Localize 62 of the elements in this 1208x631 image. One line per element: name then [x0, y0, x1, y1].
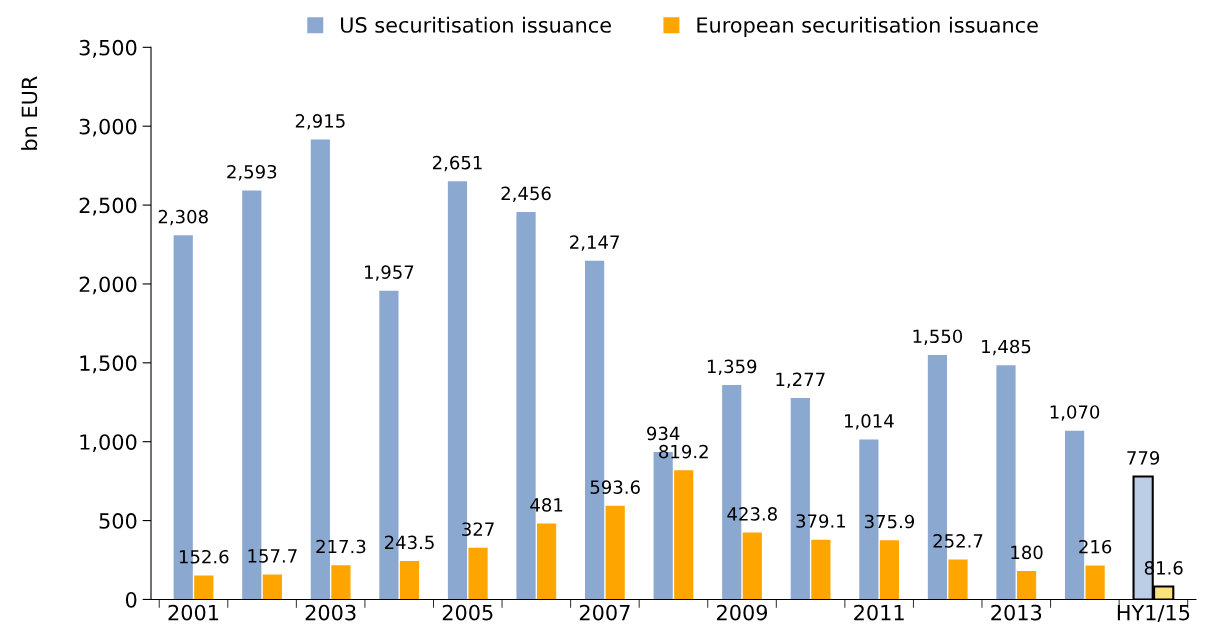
- data-label: 819.2: [659, 444, 708, 459]
- y-axis-title: bn EUR: [21, 76, 38, 150]
- data-label: 1,277: [776, 372, 825, 389]
- bar: [742, 532, 762, 600]
- y-tick-label: 2,000: [79, 276, 137, 295]
- data-label: 1,957: [365, 265, 414, 281]
- data-label: 2,651: [432, 155, 482, 172]
- x-tick-label: HY1/15: [1117, 604, 1190, 623]
- data-label: 375.9: [864, 514, 915, 529]
- y-tick-label: 1,000: [80, 434, 137, 453]
- bar: [537, 523, 557, 600]
- x-tick-label: 2009: [717, 604, 768, 621]
- x-tick-label: 2011: [854, 604, 904, 621]
- data-label: 379.1: [796, 514, 846, 528]
- data-label: 2,593: [227, 164, 277, 181]
- bar: [879, 540, 900, 600]
- y-tick-label: 0: [125, 591, 137, 608]
- x-tick-label: 2007: [579, 604, 630, 621]
- data-label: 1,485: [982, 339, 1031, 356]
- bar: [605, 505, 625, 600]
- bar: [674, 470, 694, 600]
- x-tick-label: 2013: [991, 604, 1042, 621]
- data-label: 1,070: [1050, 405, 1100, 421]
- data-label: 2,456: [501, 186, 551, 203]
- data-label: 2,915: [295, 114, 345, 130]
- data-label: 2,147: [570, 235, 619, 251]
- x-tick-label: 2003: [305, 604, 356, 621]
- data-label: 180: [1011, 545, 1043, 560]
- data-label: 934: [647, 426, 680, 441]
- y-tick-label: 3,000: [79, 118, 137, 137]
- data-label: 327: [462, 522, 494, 537]
- y-tick-label: 2,500: [79, 197, 137, 216]
- data-label: 1,014: [845, 414, 894, 430]
- y-tick-label: 1,500: [80, 355, 137, 374]
- x-tick-label: 2005: [442, 604, 493, 621]
- bar: [1085, 565, 1105, 600]
- legend-label: European securitisation issuance: [697, 16, 1038, 37]
- data-label: 779: [1127, 451, 1160, 465]
- bar: [262, 574, 282, 600]
- bar: [331, 565, 351, 600]
- bar: [194, 575, 214, 600]
- legend-label: US securitisation issuance: [341, 16, 611, 33]
- data-label: 217.3: [316, 539, 366, 554]
- bar: [948, 559, 968, 600]
- bar: [1016, 571, 1037, 600]
- data-label: 2,308: [158, 209, 208, 226]
- y-tick-label: 500: [99, 513, 137, 529]
- bar: [468, 547, 488, 600]
- data-label: 1,359: [707, 359, 757, 376]
- data-label: 216: [1079, 539, 1112, 554]
- data-label: 593.6: [590, 480, 640, 494]
- data-label: 243.5: [384, 535, 434, 550]
- data-label: 252.7: [933, 534, 983, 548]
- bar: [399, 561, 420, 600]
- x-tick-label: 2001: [168, 604, 219, 621]
- data-label: 1,550: [913, 329, 963, 345]
- bar: [811, 539, 831, 600]
- data-label: 481: [530, 498, 563, 512]
- y-tick-label: 3,500: [79, 39, 137, 58]
- data-label: 423.8: [727, 507, 777, 521]
- data-label: 152.6: [179, 549, 229, 564]
- data-label: 157.7: [248, 549, 297, 563]
